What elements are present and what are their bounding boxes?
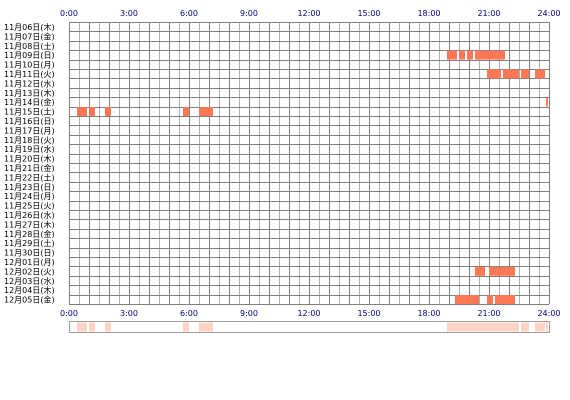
summary-strip-frame bbox=[69, 321, 550, 333]
x-tick-label: 12:00 bbox=[297, 9, 320, 18]
row-label: 11月28日(金) bbox=[4, 229, 55, 239]
row-label: 12月02日(火) bbox=[4, 267, 55, 276]
x-tick-label-bottom: 24:00 bbox=[537, 309, 560, 318]
summary-segment bbox=[495, 322, 515, 332]
activity-segment bbox=[521, 69, 529, 79]
segments bbox=[77, 50, 548, 304]
activity-segment bbox=[546, 97, 548, 107]
x-tick-label-bottom: 12:00 bbox=[297, 309, 320, 318]
x-tick-label-bottom: 15:00 bbox=[357, 309, 380, 318]
grid bbox=[69, 22, 550, 305]
row-label: 11月16日(日) bbox=[4, 117, 55, 126]
summary-segment bbox=[183, 322, 189, 332]
row-label: 11月08日(土) bbox=[4, 41, 55, 51]
activity-segment bbox=[455, 295, 479, 304]
activity-segment bbox=[495, 295, 515, 304]
row-label: 11月26日(水) bbox=[4, 210, 55, 220]
row-label: 11月14日(金) bbox=[4, 97, 55, 107]
activity-segment bbox=[475, 266, 485, 276]
x-tick-label-bottom: 18:00 bbox=[417, 309, 440, 318]
x-tick-label: 18:00 bbox=[417, 9, 440, 18]
x-axis-ticks: 0:00 0:00 3:00 3:00 6:00 6:00 9:00 9:00 12:00 12:… bbox=[60, 9, 561, 318]
activity-segment bbox=[535, 69, 545, 79]
row-label: 11月18日(火) bbox=[4, 136, 55, 145]
row-label: 11月17日(月) bbox=[4, 126, 55, 135]
activity-segment bbox=[77, 107, 87, 116]
activity-segment bbox=[199, 107, 213, 116]
activity-segment bbox=[459, 50, 465, 60]
row-label: 11月27日(木) bbox=[4, 219, 55, 229]
row-label: 11月23日(日) bbox=[4, 183, 55, 192]
activity-segment bbox=[487, 295, 493, 304]
row-label: 11月15日(土) bbox=[4, 107, 55, 117]
row-label: 11月30日(日) bbox=[4, 249, 55, 258]
row-label: 11月11日(火) bbox=[4, 70, 55, 79]
row-label: 11月07日(金) bbox=[4, 31, 55, 41]
summary-segment bbox=[77, 322, 87, 332]
row-label: 12月05日(金) bbox=[4, 295, 55, 305]
x-tick-label: 24:00 bbox=[537, 9, 560, 18]
row-label: 11月06日(木) bbox=[4, 22, 55, 32]
row-label: 11月13日(木) bbox=[4, 88, 55, 98]
activity-segment bbox=[487, 69, 501, 79]
x-tick-label-bottom: 9:00 bbox=[240, 309, 258, 318]
summary-segment bbox=[475, 322, 485, 332]
row-label: 12月04日(木) bbox=[4, 285, 55, 295]
summary-segment bbox=[89, 322, 95, 332]
row-label: 11月20日(木) bbox=[4, 154, 55, 164]
row-label: 11月24日(月) bbox=[4, 192, 55, 201]
x-tick-label-bottom: 3:00 bbox=[120, 309, 138, 318]
row-labels: 11月06日(木)11月07日(金)11月08日(土)11月09日(日)11月1… bbox=[4, 22, 55, 305]
row-label: 11月09日(日) bbox=[4, 51, 55, 60]
x-tick-label-bottom: 0:00 bbox=[60, 309, 78, 318]
activity-segment bbox=[447, 50, 457, 60]
activity-segment bbox=[475, 50, 505, 60]
summary-segment bbox=[447, 322, 457, 332]
activity-segment bbox=[489, 266, 515, 276]
row-label: 12月03日(水) bbox=[4, 276, 55, 286]
activity-segment bbox=[89, 107, 95, 116]
activity-segment bbox=[467, 50, 473, 60]
summary-segment bbox=[546, 322, 548, 332]
row-label: 11月22日(土) bbox=[4, 172, 55, 182]
x-tick-label: 9:00 bbox=[240, 9, 258, 18]
activity-segment bbox=[503, 69, 519, 79]
activity-segment bbox=[183, 107, 189, 116]
x-tick-label: 15:00 bbox=[357, 9, 380, 18]
summary-segment bbox=[535, 322, 545, 332]
activity-segment bbox=[105, 107, 111, 116]
summary-strip bbox=[69, 321, 550, 333]
x-tick-label: 6:00 bbox=[180, 9, 198, 18]
x-tick-label: 0:00 bbox=[60, 9, 78, 18]
summary-segment bbox=[199, 322, 213, 332]
summary-segment bbox=[455, 322, 479, 332]
row-label: 11月10日(月) bbox=[4, 61, 55, 70]
row-label: 11月12日(水) bbox=[4, 78, 55, 88]
row-label: 11月19日(水) bbox=[4, 144, 55, 154]
summary-segment bbox=[105, 322, 111, 332]
x-tick-label-bottom: 6:00 bbox=[180, 309, 198, 318]
x-tick-label: 3:00 bbox=[120, 9, 138, 18]
row-label: 11月29日(土) bbox=[4, 238, 55, 248]
summary-segment bbox=[487, 322, 493, 332]
x-tick-label: 21:00 bbox=[477, 9, 500, 18]
row-label: 12月01日(月) bbox=[4, 258, 55, 267]
x-tick-label-bottom: 21:00 bbox=[477, 309, 500, 318]
summary-segment bbox=[521, 322, 529, 332]
row-label: 11月21日(金) bbox=[4, 163, 55, 173]
row-label: 11月25日(火) bbox=[4, 202, 55, 211]
